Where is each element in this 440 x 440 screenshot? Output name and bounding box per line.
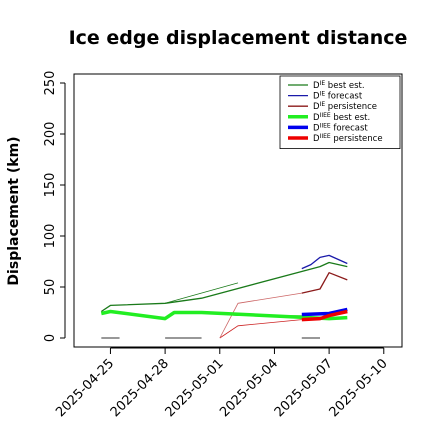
legend-entry: DIIEE best est. [313, 112, 370, 123]
y-tick-label: 100 [43, 224, 58, 249]
legend-entry: DIE persistence [313, 101, 377, 112]
x-tick-label: 2025-05-10 [327, 356, 391, 420]
connector-line [219, 292, 302, 339]
plot-area-frame [73, 73, 403, 348]
series-line-iiee-best [100, 309, 348, 321]
legend-symbol: D [313, 123, 320, 133]
series-line-iiee-persist [301, 309, 348, 322]
y-axis-label: Displacement (km) [6, 136, 22, 285]
legend-symbol: D [313, 92, 320, 102]
legend-label: forecast [325, 92, 363, 102]
legend-symbol: D [313, 102, 320, 112]
connector-line [219, 319, 302, 339]
legend-superscript: IIEE [320, 122, 331, 129]
x-axis: 2025-04-252025-04-282025-05-012025-05-04… [53, 347, 391, 420]
legend-label: persistence [331, 134, 383, 144]
series-lines [100, 254, 348, 322]
legend-label: forecast [331, 123, 369, 133]
legend-superscript: IIEE [320, 112, 331, 119]
y-tick-label: 200 [43, 122, 58, 147]
legend-symbol: D [313, 134, 320, 144]
legend-superscript: IIEE [320, 133, 331, 140]
legend-superscript: IE [320, 91, 326, 98]
y-tick-label: 50 [43, 279, 58, 296]
legend-entry: DIIEE forecast [313, 122, 368, 133]
legend-entry: DIE best est. [313, 80, 365, 91]
series-line-iiee-forecast [301, 307, 348, 317]
chart-title: Ice edge displacement distance [69, 27, 408, 49]
legend-superscript: IE [320, 101, 326, 108]
connector-line [164, 282, 239, 304]
y-tick-label: 250 [43, 71, 58, 96]
legend-superscript: IE [320, 80, 326, 87]
series-line-ie-forecast [301, 254, 348, 270]
y-axis: 0 50 100 150 200 250 [43, 71, 66, 342]
legend-label: persistence [325, 102, 377, 112]
legend-label: best est. [331, 113, 370, 123]
legend-symbol: D [313, 113, 320, 123]
legend-symbol: D [313, 81, 320, 91]
legend-entry: DIIEE persistence [313, 133, 383, 144]
series-line-ie-best [100, 261, 348, 313]
series-line-ie-persist [301, 272, 348, 294]
legend-entry: DIE forecast [313, 91, 363, 102]
y-tick-label: 150 [43, 173, 58, 198]
legend-label: best est. [325, 81, 364, 91]
connector-lines [164, 282, 302, 339]
y-tick-label: 0 [43, 334, 58, 342]
